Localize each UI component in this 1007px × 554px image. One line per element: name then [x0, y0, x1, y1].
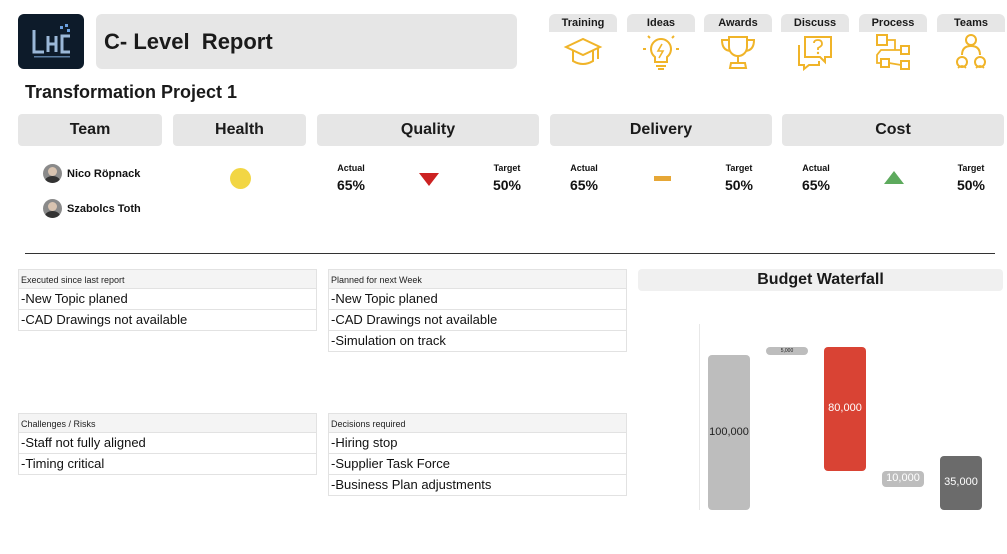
report-title: C- Level Report [104, 28, 273, 54]
header-quality: Quality [317, 114, 539, 146]
decisions-panel: Decisions required -Hiring stop -Supplie… [328, 413, 627, 496]
team-member: Szabolcs Toth [43, 199, 141, 218]
risks-panel: Challenges / Risks -Staff not fully alig… [18, 413, 317, 475]
planned-panel-title: Planned for next Week [328, 269, 627, 289]
executed-panel: Executed since last report -New Topic pl… [18, 269, 317, 331]
header-health: Health [173, 114, 306, 146]
quality-trend-down-icon [419, 173, 439, 186]
team-member-name: Szabolcs Toth [67, 202, 141, 215]
team-member-name: Nico Röpnack [67, 167, 141, 180]
budget-waterfall-title: Budget Waterfall [638, 269, 1003, 291]
graduation-cap-icon [563, 37, 603, 65]
nav-awards-label: Awards [704, 14, 772, 32]
cost-actual-value: 65% [801, 177, 831, 193]
list-item: -New Topic planed [18, 289, 317, 310]
planned-panel: Planned for next Week -New Topic planed … [328, 269, 627, 352]
waterfall-bar [708, 355, 750, 510]
company-logo-icon [32, 23, 70, 57]
nav-ideas-label: Ideas [627, 14, 695, 32]
list-item: -CAD Drawings not available [328, 310, 627, 331]
quality-target-value: 50% [492, 177, 522, 193]
chart-axis-line [699, 324, 700, 510]
quality-actual-value: 65% [336, 177, 366, 193]
risks-panel-title: Challenges / Risks [18, 413, 317, 433]
nav-awards[interactable]: Awards [704, 14, 772, 72]
company-logo [18, 14, 84, 69]
process-flow-icon [876, 34, 910, 70]
cost-target-value: 50% [956, 177, 986, 193]
list-item: -CAD Drawings not available [18, 310, 317, 331]
delivery-trend-flat-icon [654, 176, 671, 181]
list-item: -New Topic planed [328, 289, 627, 310]
waterfall-bar [882, 471, 924, 487]
question-bubble-icon [798, 36, 832, 71]
list-item: -Supplier Task Force [328, 454, 627, 475]
team-icon [956, 34, 986, 69]
section-divider [25, 253, 995, 254]
waterfall-data-label: 100,000 [709, 425, 749, 438]
avatar [43, 199, 62, 218]
list-item: -Hiring stop [328, 433, 627, 454]
nav-process[interactable]: Process [859, 14, 927, 72]
cost-actual-label: Actual [802, 163, 830, 173]
nav-discuss[interactable]: Discuss [781, 14, 849, 72]
list-item: -Timing critical [18, 454, 317, 475]
list-item: -Business Plan adjustments [328, 475, 627, 496]
executed-panel-title: Executed since last report [18, 269, 317, 289]
delivery-target-value: 50% [724, 177, 754, 193]
waterfall-bar [940, 455, 982, 510]
trophy-icon [720, 36, 756, 69]
quality-actual-label: Actual [337, 163, 365, 173]
nav-teams-label: Teams [937, 14, 1005, 32]
waterfall-data-label: 80,000 [828, 402, 862, 415]
nav-process-label: Process [859, 14, 927, 32]
quality-target-label: Target [493, 163, 521, 173]
waterfall-data-label: 10,000 [886, 472, 920, 484]
delivery-actual-label: Actual [570, 163, 598, 173]
report-title-bar: C- Level Report [96, 14, 517, 69]
waterfall-bar [824, 347, 866, 472]
health-status-indicator [230, 168, 251, 189]
list-item: -Simulation on track [328, 331, 627, 352]
cost-target-label: Target [957, 163, 985, 173]
avatar [43, 164, 62, 183]
waterfall-data-label: 35,000 [944, 475, 978, 488]
delivery-target-label: Target [725, 163, 753, 173]
cost-trend-up-icon [884, 171, 904, 184]
waterfall-data-label: 5,000 [780, 348, 794, 355]
list-item: -Staff not fully aligned [18, 433, 317, 454]
nav-training[interactable]: Training [549, 14, 617, 72]
lightbulb-icon [643, 35, 679, 70]
waterfall-bar [766, 347, 808, 356]
header-team: Team [18, 114, 162, 146]
nav-ideas[interactable]: Ideas [627, 14, 695, 72]
project-title: Transformation Project 1 [25, 82, 238, 102]
nav-teams[interactable]: Teams [937, 14, 1005, 72]
nav-discuss-label: Discuss [781, 14, 849, 32]
nav-training-label: Training [549, 14, 617, 32]
header-cost: Cost [782, 114, 1004, 146]
header-delivery: Delivery [550, 114, 772, 146]
team-member: Nico Röpnack [43, 164, 140, 183]
delivery-actual-value: 65% [569, 177, 599, 193]
decisions-panel-title: Decisions required [328, 413, 627, 433]
